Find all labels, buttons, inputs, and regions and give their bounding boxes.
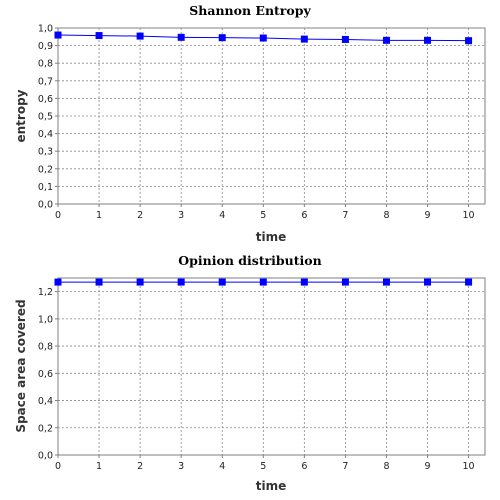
x-tick-label: 0 bbox=[55, 461, 61, 472]
series-layer bbox=[54, 278, 473, 286]
grid-lines bbox=[58, 278, 485, 455]
x-tick-label: 2 bbox=[137, 210, 143, 221]
data-point-marker bbox=[177, 278, 185, 286]
series-layer bbox=[54, 31, 473, 45]
x-tick-label: 1 bbox=[96, 210, 102, 221]
y-tick-label: 0,4 bbox=[38, 129, 53, 140]
grid-lines bbox=[58, 27, 485, 204]
data-point-marker bbox=[95, 278, 103, 286]
x-tick-label: 2 bbox=[137, 461, 143, 472]
x-tick-label: 9 bbox=[424, 461, 430, 472]
y-tick-label: 0,6 bbox=[38, 369, 53, 380]
x-tick-label: 6 bbox=[301, 210, 307, 221]
data-point-marker bbox=[259, 278, 267, 286]
data-point-marker bbox=[259, 34, 267, 42]
chart-title: Opinion distribution bbox=[178, 253, 321, 268]
data-point-marker bbox=[300, 278, 308, 286]
data-point-marker bbox=[136, 278, 144, 286]
x-tick-label: 8 bbox=[383, 461, 389, 472]
y-tick-label: 1,0 bbox=[38, 314, 53, 325]
data-point-marker bbox=[382, 36, 390, 44]
y-tick-label: 0,2 bbox=[38, 164, 53, 175]
y-tick-label: 0,5 bbox=[38, 112, 53, 123]
data-point-marker bbox=[424, 278, 432, 286]
x-tick-label: 5 bbox=[260, 210, 266, 221]
x-axis-label: time bbox=[256, 479, 287, 493]
y-axis-label: Space area covered bbox=[14, 299, 28, 432]
shannon-entropy-chart: Shannon Entropy 0 1 2 3 4 5 6 7 8 9 10 0,0 0,1 0,2 0,3… bbox=[14, 3, 486, 244]
axis-ticks: 0 1 2 3 4 5 6 7 8 9 10 0,0 0,2 0,4 0,6 0,8 1,0 1,2 bbox=[38, 287, 475, 472]
data-point-marker bbox=[341, 35, 349, 43]
data-point-marker bbox=[465, 278, 473, 286]
data-point-marker bbox=[465, 37, 473, 45]
x-tick-label: 10 bbox=[463, 461, 475, 472]
data-point-marker bbox=[300, 35, 308, 43]
y-tick-label: 0,0 bbox=[38, 200, 53, 211]
y-tick-label: 0,7 bbox=[38, 76, 53, 87]
x-tick-label: 1 bbox=[96, 461, 102, 472]
data-point-marker bbox=[177, 33, 185, 41]
data-point-marker bbox=[54, 278, 62, 286]
x-tick-label: 4 bbox=[219, 461, 225, 472]
data-point-marker bbox=[382, 278, 390, 286]
chart-title: Shannon Entropy bbox=[189, 3, 311, 18]
data-point-marker bbox=[54, 31, 62, 39]
y-tick-label: 0,2 bbox=[38, 423, 53, 434]
opinion-distribution-chart: Opinion distribution 0 1 2 3 4 5 6 7 8 9 100,00,20… bbox=[14, 253, 486, 493]
y-tick-label: 0,3 bbox=[38, 147, 53, 158]
x-tick-label: 7 bbox=[342, 210, 348, 221]
x-axis-label: time bbox=[256, 230, 287, 244]
y-tick-label: 0,9 bbox=[38, 41, 53, 52]
x-tick-label: 9 bbox=[424, 210, 430, 221]
plot-area bbox=[57, 277, 486, 456]
data-point-marker bbox=[424, 36, 432, 44]
y-tick-label: 0,6 bbox=[38, 94, 53, 105]
x-tick-label: 8 bbox=[383, 210, 389, 221]
data-point-marker bbox=[136, 32, 144, 40]
data-point-marker bbox=[218, 34, 226, 42]
data-point-marker bbox=[95, 32, 103, 40]
y-tick-label: 0,8 bbox=[38, 59, 53, 70]
y-axis-label: entropy bbox=[14, 89, 28, 142]
y-tick-label: 0,4 bbox=[38, 396, 53, 407]
x-tick-label: 0 bbox=[55, 210, 61, 221]
axis-ticks: 0 1 2 3 4 5 6 7 8 9 10 0,0 0,1 0,2 0,3 0,4 0,5 0,6 0,7 0,8 0… bbox=[38, 24, 475, 222]
y-tick-label: 0,0 bbox=[38, 451, 53, 462]
y-tick-label: 1,2 bbox=[38, 287, 53, 298]
y-tick-label: 0,8 bbox=[38, 342, 53, 353]
x-tick-label: 6 bbox=[301, 461, 307, 472]
y-tick-label: 0,1 bbox=[38, 182, 53, 193]
x-tick-label: 3 bbox=[178, 210, 184, 221]
data-point-marker bbox=[341, 278, 349, 286]
y-tick-label: 1,0 bbox=[38, 24, 53, 35]
x-tick-label: 5 bbox=[260, 461, 266, 472]
data-point-marker bbox=[218, 278, 226, 286]
x-tick-label: 10 bbox=[463, 210, 475, 221]
x-tick-label: 4 bbox=[219, 210, 225, 221]
x-tick-label: 7 bbox=[342, 461, 348, 472]
x-tick-label: 3 bbox=[178, 461, 184, 472]
